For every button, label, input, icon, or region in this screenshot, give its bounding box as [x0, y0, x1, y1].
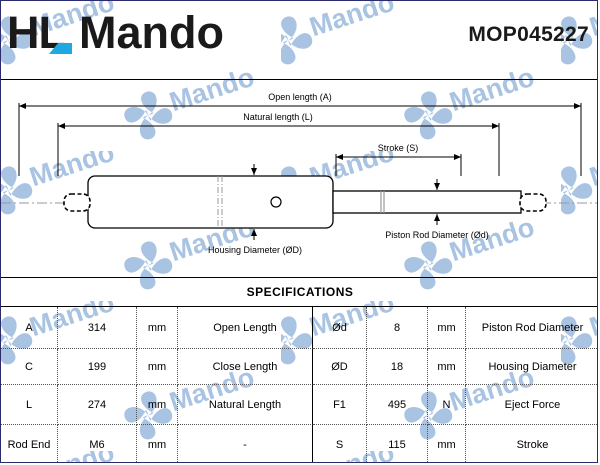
svg-text:Piston Rod Diameter (Ød): Piston Rod Diameter (Ød)	[385, 230, 489, 240]
svg-text:Stroke (S): Stroke (S)	[378, 143, 419, 153]
svg-text:Natural length (L): Natural length (L)	[243, 112, 313, 122]
svg-text:Open length (A): Open length (A)	[268, 92, 332, 102]
svg-text:Housing Diameter (ØD): Housing Diameter (ØD)	[208, 245, 302, 255]
